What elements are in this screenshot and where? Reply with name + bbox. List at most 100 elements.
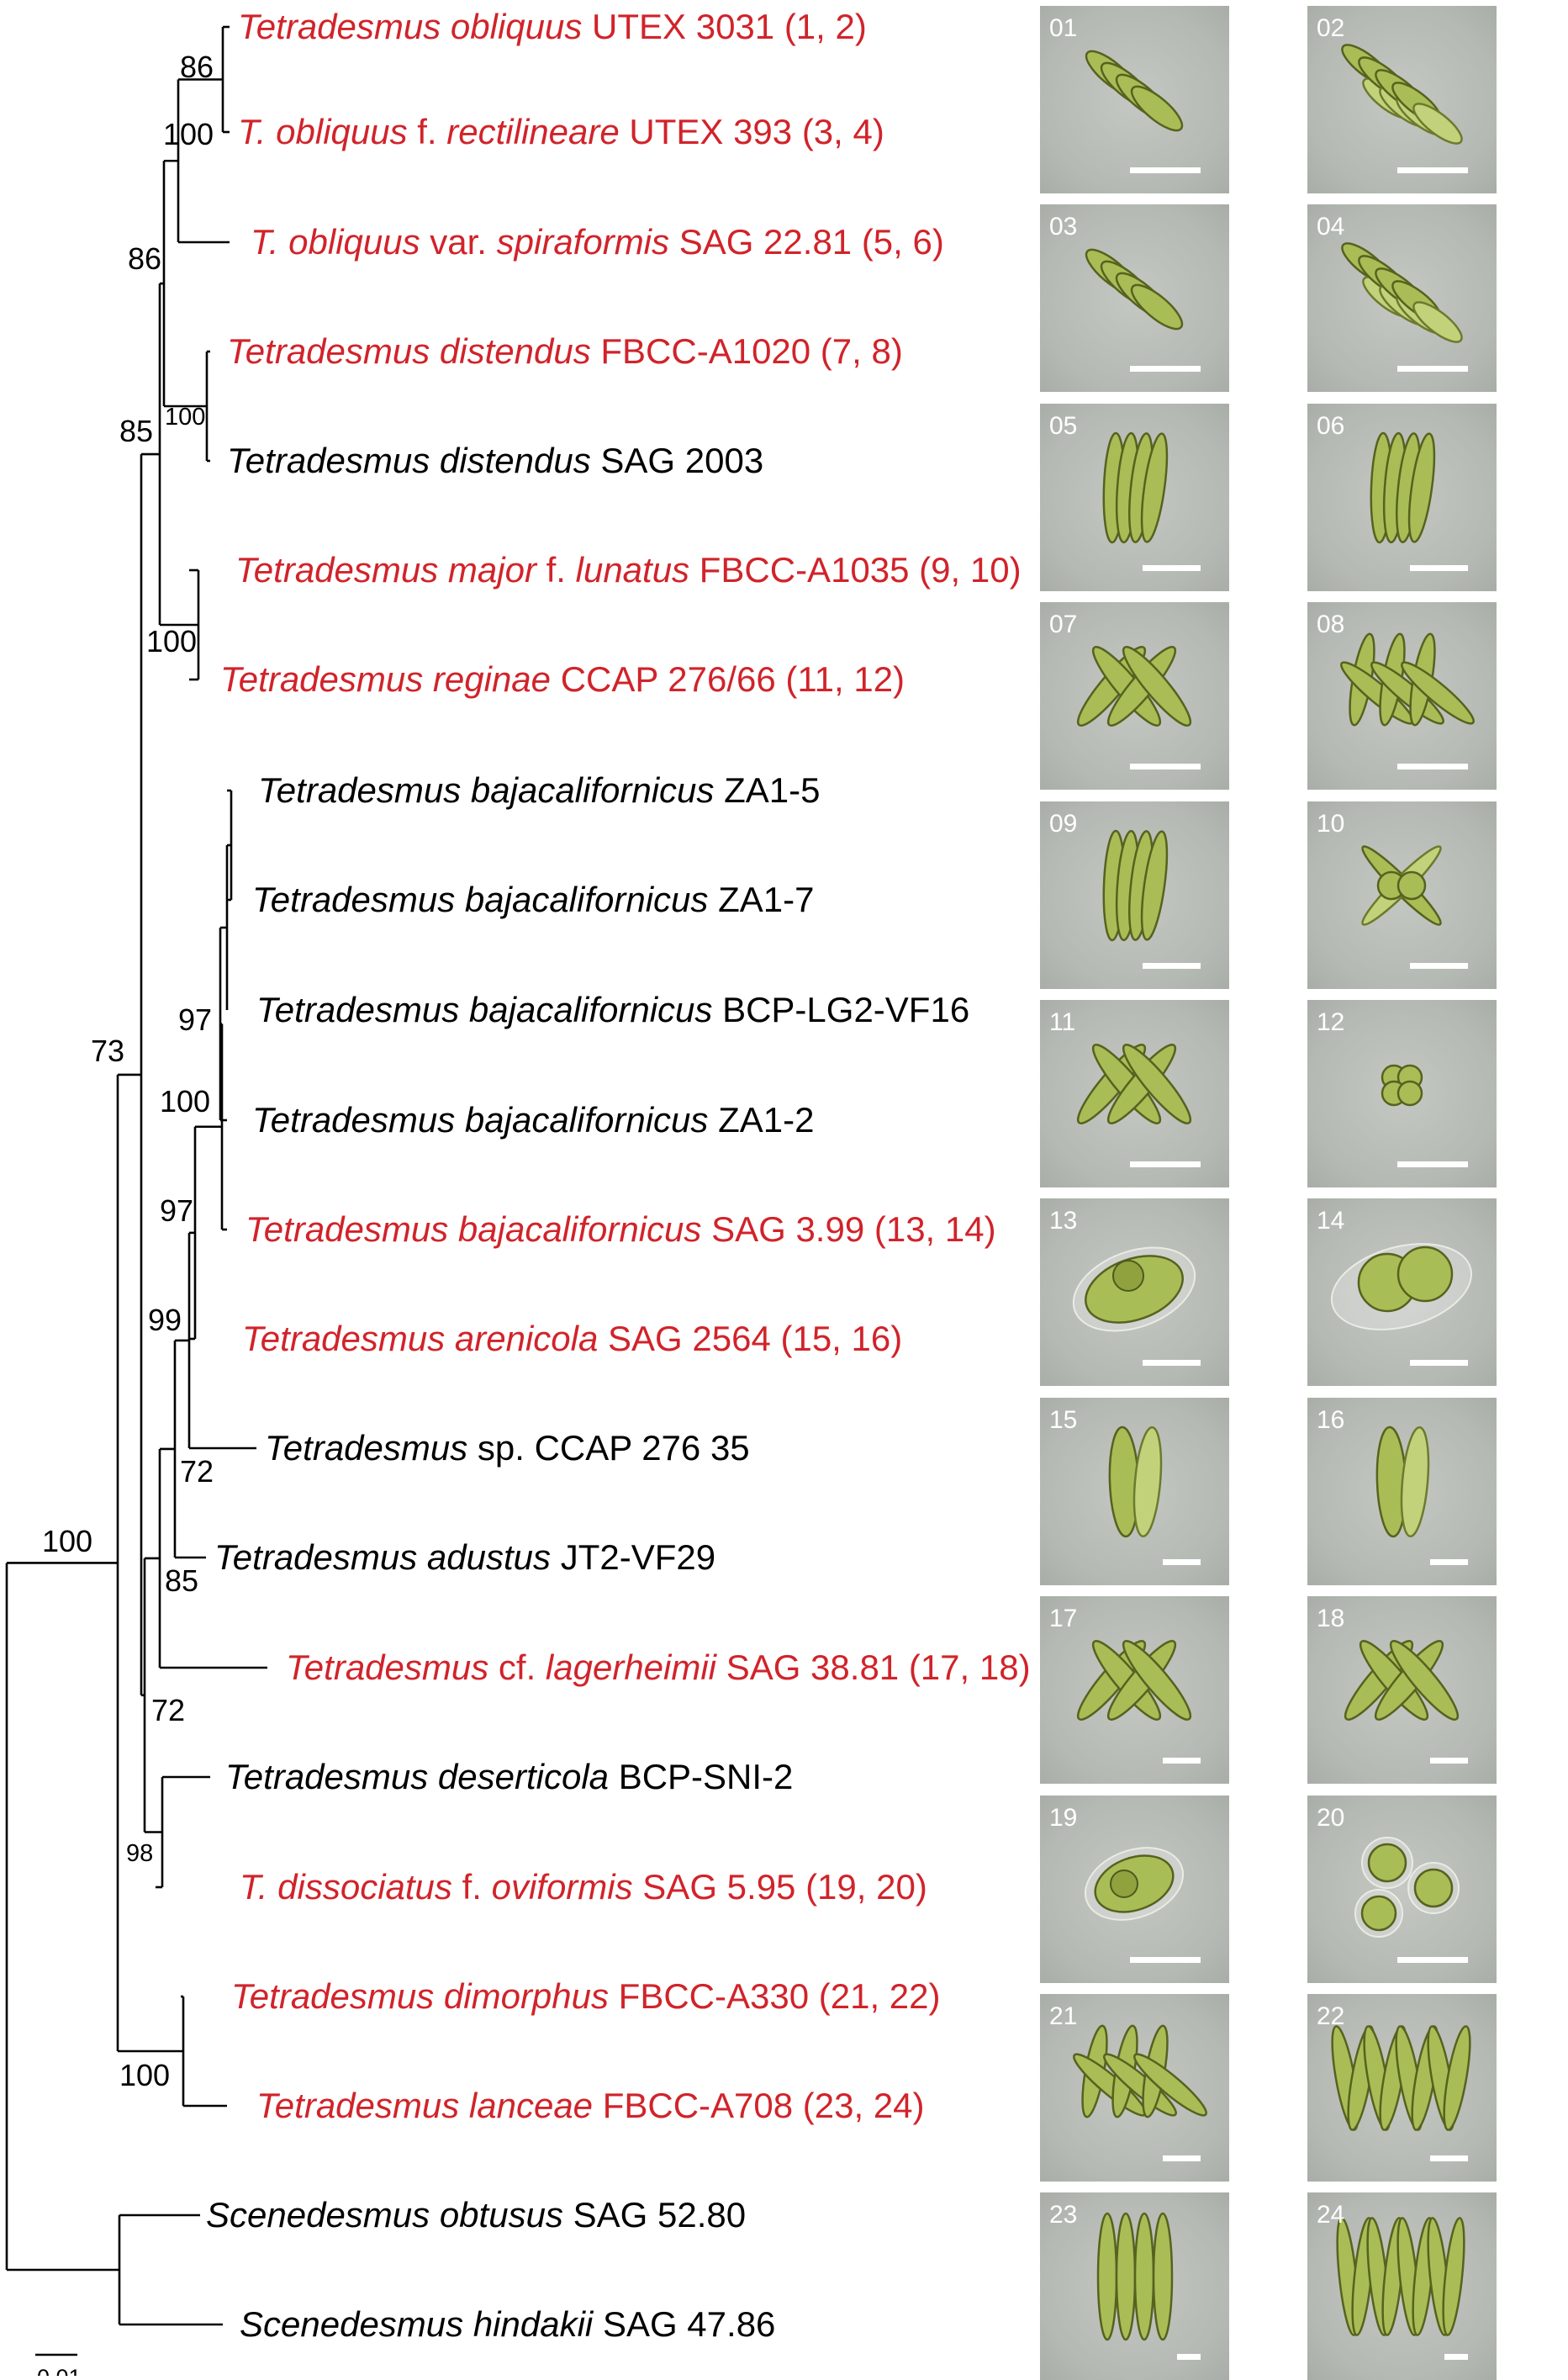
micrograph-panel: 12 — [1307, 1000, 1497, 1187]
taxon-genus: Tetradesmus — [265, 1428, 478, 1468]
taxon-label: Scenedesmus hindakii SAG 47.86 — [240, 2304, 775, 2344]
panel-number: 21 — [1049, 2002, 1078, 2030]
scale-bar — [1430, 1559, 1468, 1565]
taxon-label: Tetradesmus bajacalifornicus ZA1-5 — [258, 770, 820, 810]
taxon-label: T. obliquus var. spiraformis SAG 22.81 (… — [251, 222, 944, 262]
taxon-strain: UTEX 3031 (1, 2) — [592, 7, 867, 46]
cell — [1400, 1425, 1430, 1538]
cell — [1140, 830, 1169, 941]
micrograph-image — [1108, 1425, 1163, 1538]
taxon-strain: SAG 5.95 (19, 20) — [642, 1867, 927, 1907]
scale-bar — [1143, 1360, 1201, 1366]
taxon-genus: Tetradesmus — [231, 1976, 444, 2016]
support-value: 100 — [119, 2058, 170, 2092]
taxon-strain: SAG 2564 (15, 16) — [608, 1319, 902, 1358]
support-value: 97 — [160, 1193, 193, 1228]
micrograph-image — [1336, 2217, 1465, 2336]
scale-bar — [1397, 764, 1468, 770]
cell — [1389, 1640, 1460, 1721]
panel-number: 20 — [1317, 1804, 1345, 1832]
taxon-epithet: dimorphus — [444, 1976, 619, 2016]
micrograph-image — [1330, 1243, 1473, 1330]
taxon-epithet: deserticola — [438, 1757, 619, 1796]
micrograph-panel: 21 — [1040, 1994, 1229, 2182]
micrograph-image — [1375, 1425, 1430, 1538]
taxon-label: Tetradesmus bajacalifornicus ZA1-2 — [252, 1100, 814, 1140]
taxon-genus: Scenedesmus — [206, 2195, 440, 2235]
cell-colony — [1341, 242, 1463, 343]
scale-bar — [1397, 1957, 1468, 1963]
cell-colony — [1076, 1640, 1192, 1721]
taxon-epithet: distendus — [440, 331, 600, 371]
phylogenetic-tree: Tetradesmus obliquus UTEX 3031 (1, 2) T.… — [5, 7, 1031, 2376]
cell-colony — [1354, 1837, 1460, 1938]
cell-colony — [1381, 1064, 1423, 1107]
taxon-strain: SAG 52.80 — [573, 2195, 746, 2235]
cell — [1407, 432, 1436, 543]
taxon-strain: SAG 2003 — [600, 441, 763, 480]
cell — [1443, 2025, 1471, 2131]
micrograph-image — [1340, 632, 1475, 727]
panel-number: 13 — [1049, 1207, 1078, 1235]
micrograph-image — [1102, 829, 1169, 942]
taxon-label: Tetradesmus bajacalifornicus ZA1-7 — [252, 880, 814, 919]
support-value: 86 — [180, 50, 214, 84]
micrograph-panel: 23 — [1040, 2192, 1229, 2380]
scale-bar — [1163, 1559, 1201, 1565]
taxon-strain: ZA1-2 — [718, 1100, 814, 1140]
taxon-genus: T. — [238, 112, 276, 151]
cell-colony — [1341, 44, 1463, 145]
micrograph-image — [1381, 1064, 1423, 1107]
panel-number: 01 — [1049, 14, 1078, 42]
cell — [1367, 1843, 1407, 1883]
support-value: 99 — [148, 1303, 182, 1337]
scale-bar — [1410, 963, 1468, 969]
support-value: 85 — [165, 1563, 198, 1598]
taxon-infraspecific: oviformis — [492, 1867, 643, 1907]
panel-number: 08 — [1317, 611, 1345, 638]
micrograph-image — [1341, 242, 1463, 343]
taxon-strain: BCP-SNI-2 — [619, 1757, 794, 1796]
support-value: 73 — [91, 1034, 124, 1068]
taxon-strain: BCP-LG2-VF16 — [722, 990, 969, 1029]
taxon-strain: CCAP 276/66 (11, 12) — [561, 659, 905, 699]
cell — [1412, 103, 1463, 145]
panel-number: 09 — [1049, 810, 1078, 838]
support-value: 72 — [151, 1693, 185, 1727]
micrograph-panel: 22 — [1307, 1994, 1497, 2182]
taxon-genus: Tetradesmus — [227, 441, 440, 480]
panel-number: 05 — [1049, 412, 1078, 440]
cell-colony — [1370, 431, 1436, 544]
taxon-strain: ZA1-7 — [718, 880, 814, 919]
micrograph-panel: 19 — [1040, 1796, 1229, 1983]
taxon-strain: SAG 47.86 — [603, 2304, 775, 2344]
panel-number: 16 — [1317, 1406, 1345, 1434]
support-value: 100 — [42, 1524, 92, 1558]
taxon-strain: SAG 3.99 (13, 14) — [711, 1209, 996, 1249]
cell-colony — [1102, 829, 1169, 942]
taxon-epithet: reginae — [433, 659, 561, 699]
micrograph-panel: 08 — [1307, 602, 1497, 790]
panel-number: 24 — [1317, 2201, 1345, 2229]
taxon-epithet: obliquus — [288, 222, 430, 262]
panel-number: 04 — [1317, 213, 1345, 241]
scale-bar — [1143, 963, 1201, 969]
micrograph-panel: 20 — [1307, 1796, 1497, 1983]
scale-bar — [1397, 366, 1468, 372]
taxon-label: Tetradesmus distendus FBCC-A1020 (7, 8) — [227, 331, 903, 371]
taxon-strain: SAG 38.81 (17, 18) — [726, 1647, 1031, 1687]
taxon-genus: Tetradesmus — [245, 1209, 458, 1249]
taxon-genus: T. — [251, 222, 288, 262]
micrograph-panel: 06 — [1307, 404, 1497, 591]
taxon-epithet: distendus — [440, 441, 600, 480]
cell — [1130, 85, 1184, 132]
taxon-strain: SAG 22.81 (5, 6) — [679, 222, 944, 262]
scale-bar — [1444, 2354, 1468, 2360]
taxon-genus: Tetradesmus — [227, 331, 440, 371]
panel-number: 18 — [1317, 1605, 1345, 1632]
micrograph-panel: 17 — [1040, 1596, 1229, 1784]
cell — [1115, 2212, 1137, 2341]
micrograph-image — [1354, 1837, 1460, 1938]
cell-colony — [1108, 1425, 1163, 1538]
